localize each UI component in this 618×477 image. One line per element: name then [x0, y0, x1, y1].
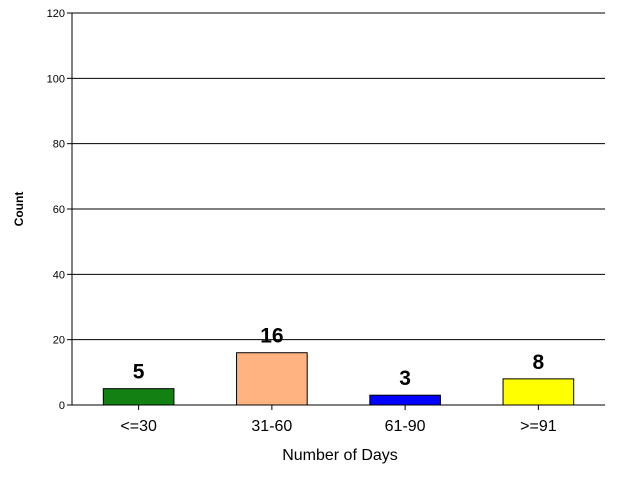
gridlines	[72, 12, 605, 341]
bars	[102, 352, 575, 406]
y-tick-label: 20	[53, 335, 65, 347]
y-tick-label: 120	[47, 8, 65, 20]
x-tick-label: 31-60	[251, 418, 292, 435]
y-tick-label: 0	[59, 400, 65, 412]
y-tick-label: 40	[53, 269, 65, 281]
x-axis-ticks: <=30 31-60 61-90 >=91	[120, 405, 557, 435]
bar	[102, 388, 175, 406]
y-axis-ticks: 0 20 40 60 80 100 120	[47, 8, 72, 412]
bar-value-label: 8	[533, 351, 545, 374]
bar	[236, 352, 308, 406]
y-tick-label: 100	[47, 73, 65, 85]
y-axis-title: Count	[12, 192, 26, 227]
bar-value-label: 3	[399, 367, 411, 390]
y-tick-label: 60	[53, 204, 65, 216]
bar	[369, 394, 441, 406]
x-axis-title: Number of Days	[282, 447, 398, 464]
bar-value-label: 5	[133, 361, 145, 384]
x-tick-label: 61-90	[385, 418, 426, 435]
bar-value-label: 16	[260, 325, 283, 348]
y-tick-label: 80	[53, 139, 65, 151]
x-tick-label: >=91	[520, 418, 557, 435]
data-labels: 5 16 3 8	[133, 325, 545, 390]
bar	[502, 378, 575, 406]
x-tick-label: <=30	[120, 418, 157, 435]
